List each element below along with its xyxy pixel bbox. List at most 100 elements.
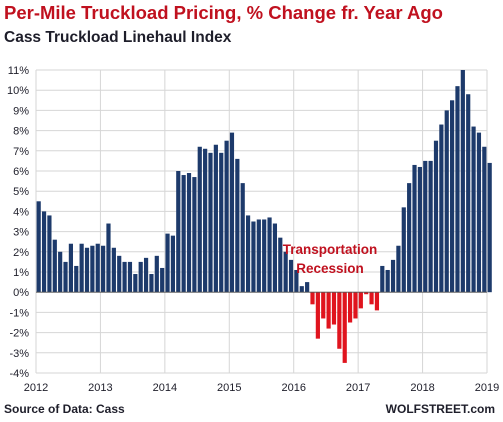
bar xyxy=(326,292,331,329)
bar xyxy=(471,126,476,293)
bar xyxy=(390,259,396,293)
bar xyxy=(84,247,90,293)
bar xyxy=(267,217,272,293)
bar xyxy=(197,146,202,293)
y-tick-label: -2% xyxy=(9,328,29,340)
bar xyxy=(170,235,176,293)
y-tick-label: 3% xyxy=(13,227,29,239)
x-tick-label: 2017 xyxy=(346,382,370,394)
y-tick-label: -4% xyxy=(9,368,29,380)
bar xyxy=(380,265,385,293)
bar xyxy=(122,261,127,293)
bar xyxy=(358,292,363,309)
bar xyxy=(117,255,122,293)
bars xyxy=(36,70,492,363)
bar xyxy=(41,211,47,293)
gridlines xyxy=(35,69,488,374)
bar xyxy=(299,286,304,293)
bar xyxy=(106,223,111,293)
y-tick-label: -3% xyxy=(9,348,29,360)
bar xyxy=(224,140,229,293)
bar xyxy=(143,257,149,293)
bar xyxy=(176,171,181,293)
y-tick-label: 11% xyxy=(8,65,29,77)
brand-label: WOLFSTREET.com xyxy=(385,402,495,416)
bar xyxy=(272,223,278,293)
bar xyxy=(63,261,68,293)
bar xyxy=(154,255,159,293)
bar xyxy=(101,245,106,293)
y-tick-label: 9% xyxy=(13,105,29,117)
bar xyxy=(428,160,433,293)
bar xyxy=(74,265,79,293)
y-tick-label: 1% xyxy=(13,267,29,279)
bar xyxy=(52,239,57,293)
bar xyxy=(450,100,455,293)
bar xyxy=(68,243,73,293)
bar xyxy=(374,292,380,311)
x-tick-label: 2018 xyxy=(410,382,434,394)
bar xyxy=(235,158,240,293)
bar xyxy=(149,274,154,293)
bar xyxy=(165,233,170,293)
x-tick-label: 2013 xyxy=(88,382,112,394)
x-tick-label: 2014 xyxy=(153,382,177,394)
bar-chart: -4% -3% -2% -1% 0% 1% 2% 3% 4% 5% 6% 7% 8% 9% 10% 11% 2… xyxy=(7,65,499,394)
bar xyxy=(240,183,245,293)
y-axis-ticks: -4% -3% -2% -1% 0% 1% 2% 3% 4% 5% 6% 7% 8% 9% 10% 11% xyxy=(7,65,29,380)
bar xyxy=(364,292,369,295)
x-tick-label: 2016 xyxy=(281,382,305,394)
y-tick-label: 5% xyxy=(13,186,29,198)
bar xyxy=(407,183,412,293)
bar xyxy=(347,292,353,323)
bar xyxy=(181,175,186,293)
bar xyxy=(219,152,224,293)
bar xyxy=(439,124,444,293)
bar xyxy=(476,132,482,293)
y-tick-label: 4% xyxy=(13,206,29,218)
bar xyxy=(305,282,310,293)
bar xyxy=(412,164,417,293)
bar xyxy=(36,201,41,293)
y-tick-label: 2% xyxy=(13,247,29,259)
bar xyxy=(245,215,251,293)
x-tick-label: 2019 xyxy=(475,382,499,394)
bar xyxy=(353,292,358,319)
bar xyxy=(283,251,288,293)
bar xyxy=(192,177,197,293)
bar xyxy=(342,292,347,363)
bar xyxy=(369,292,374,305)
bar xyxy=(310,292,315,305)
y-tick-label: 0% xyxy=(13,287,29,299)
bar xyxy=(423,160,428,293)
bar xyxy=(58,251,63,293)
bar xyxy=(337,292,342,349)
bar xyxy=(90,245,95,293)
bar xyxy=(315,292,320,339)
bar xyxy=(208,152,213,293)
bar xyxy=(127,261,133,293)
bar xyxy=(138,261,143,293)
bar xyxy=(256,219,261,293)
y-tick-label: 7% xyxy=(13,146,29,158)
annotation-line-1: Transportation xyxy=(283,242,378,257)
chart-title: Per-Mile Truckload Pricing, % Change fr.… xyxy=(4,2,443,23)
bar xyxy=(385,269,390,293)
bar xyxy=(213,144,218,293)
bar xyxy=(111,247,116,293)
bar xyxy=(401,207,406,293)
bar xyxy=(482,146,487,293)
annotation-line-2: Recession xyxy=(296,261,364,276)
bar xyxy=(294,269,299,293)
bar xyxy=(466,94,471,293)
bar xyxy=(460,70,465,293)
y-tick-label: 8% xyxy=(13,126,29,138)
bar xyxy=(455,86,460,293)
bar xyxy=(229,132,235,293)
source-note: Source of Data: Cass xyxy=(4,402,125,416)
bar xyxy=(487,162,492,293)
bar xyxy=(288,259,294,293)
bar xyxy=(396,245,401,293)
y-tick-label: 10% xyxy=(7,85,29,97)
bar xyxy=(95,243,100,293)
